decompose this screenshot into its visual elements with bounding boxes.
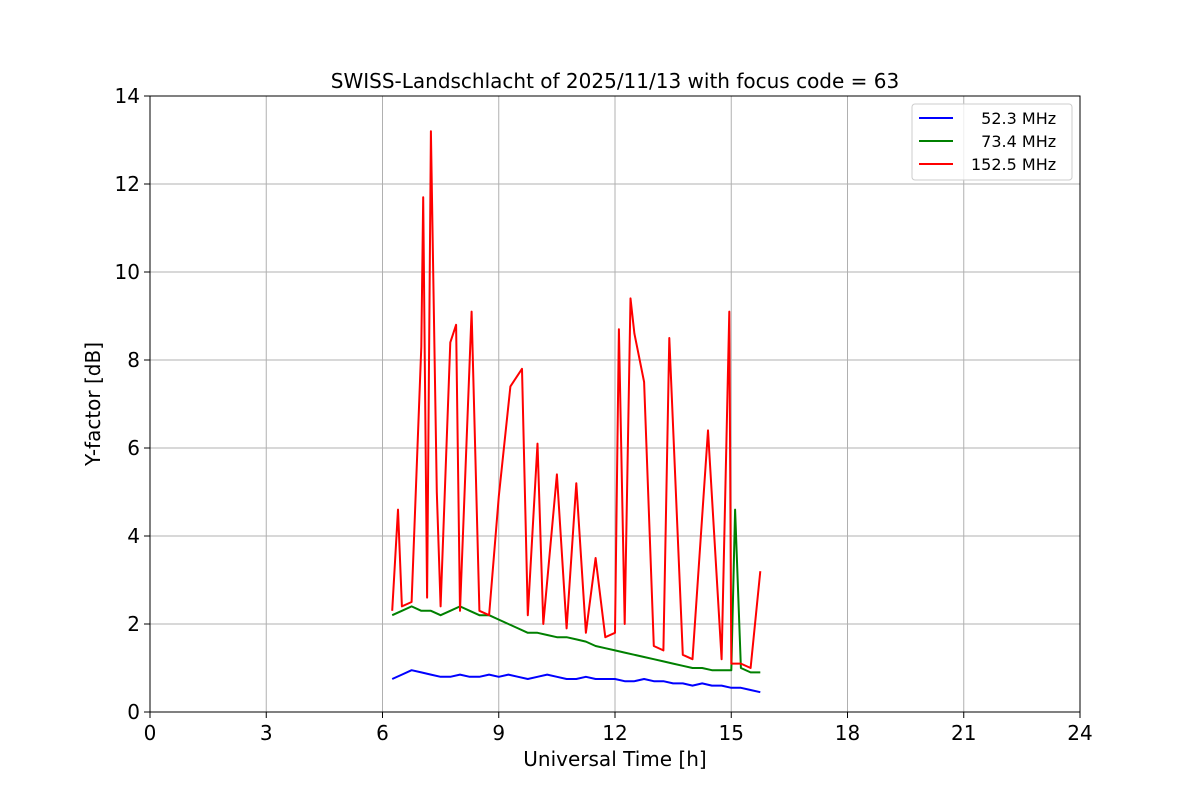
x-tick-label: 15 [719,721,744,745]
y-tick-label: 12 [115,172,140,196]
y-tick-label: 0 [127,700,140,724]
x-tick-label: 21 [951,721,976,745]
y-tick-label: 14 [115,84,140,108]
y-tick-label: 10 [115,260,140,284]
x-tick-label: 24 [1067,721,1092,745]
series-layer [391,130,762,694]
series-line-3 [391,130,762,669]
y-tick-label: 8 [127,348,140,372]
legend-label-3: 152.5 MHz [971,155,1056,174]
legend-items: 52.3 MHz 73.4 MHz 152.5 MHz [919,109,1056,174]
y-tick-label: 4 [127,524,140,548]
legend-label-1: 52.3 MHz [971,109,1056,128]
legend-label-2: 73.4 MHz [971,132,1056,151]
x-axis-label: Universal Time [h] [523,747,706,771]
legend: 52.3 MHz 73.4 MHz 152.5 MHz [911,103,1073,181]
chart-title: SWISS-Landschlacht of 2025/11/13 with fo… [331,69,899,93]
x-tick-label: 9 [492,721,505,745]
x-tick-label: 18 [835,721,860,745]
x-tick-label: 0 [144,721,157,745]
series-line-1 [391,669,761,694]
x-tick-label: 12 [602,721,627,745]
y-tick-label: 6 [127,436,140,460]
x-tick-label: 3 [260,721,273,745]
y-tick-label: 2 [127,612,140,636]
series-line-2 [391,508,761,674]
legend-box [911,103,1073,181]
y-axis-label: Y-factor [dB] [81,342,105,467]
x-tick-label: 6 [376,721,389,745]
